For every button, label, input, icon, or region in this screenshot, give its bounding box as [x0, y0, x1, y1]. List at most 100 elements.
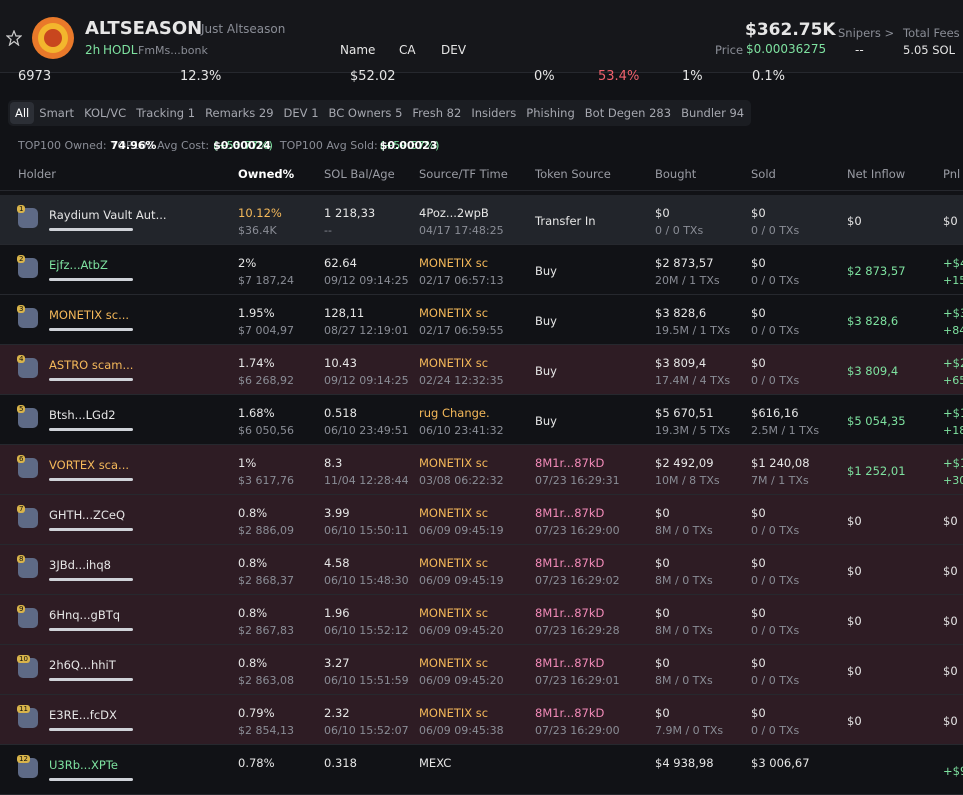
pnl: $0 — [943, 514, 958, 528]
tab[interactable]: Tracking 1 — [136, 106, 196, 120]
column-header[interactable]: Sold — [751, 167, 776, 181]
holder-row[interactable]: 12 U3Rb...XPTe 0.78% 0.318 MEXC $4 938,98 $3 0… — [0, 745, 963, 795]
bought: $0 — [655, 556, 670, 570]
summary-owned: 74.96% — [110, 139, 157, 152]
holder-name[interactable]: 6Hnq...gBTq — [49, 608, 121, 622]
rank-badge: 12 — [17, 755, 30, 763]
owned-sub: $7 004,97 — [238, 324, 294, 337]
holder-row[interactable]: 1 Raydium Vault Aut... 10.12% $36.4K 1 218,3… — [0, 195, 963, 245]
holder-row[interactable]: 3 MONETIX sc... 1.95% $7 004,97 128,11 08/27 … — [0, 295, 963, 345]
column-header[interactable]: Bought — [655, 167, 697, 181]
owned: 1.95% — [238, 306, 275, 320]
holder-name[interactable]: E3RE...fcDX — [49, 708, 117, 722]
sol-balance: 62.64 — [324, 256, 357, 270]
tab[interactable]: DEV 1 — [283, 106, 319, 120]
sol-balance: 1.96 — [324, 606, 350, 620]
sol-balance: 1 218,33 — [324, 206, 376, 220]
token-source: 8M1r...87kD — [535, 506, 605, 520]
sol-balance: 0.518 — [324, 406, 357, 420]
holder-name[interactable]: U3Rb...XPTe — [49, 758, 118, 772]
holder-row[interactable]: 9 6Hnq...gBTq 0.8% $2 867,83 1.96 06/10 15:52… — [0, 595, 963, 645]
holder-bar — [49, 528, 133, 531]
market-cap: $362.75K — [745, 20, 836, 40]
holder-name[interactable]: 3JBd...ihq8 — [49, 558, 111, 572]
owned: 0.78% — [238, 756, 275, 770]
summary-sold-change: (+59.57%) — [379, 139, 440, 152]
owned: 1.74% — [238, 356, 275, 370]
sol-balance: 2.32 — [324, 706, 350, 720]
holder-name[interactable]: GHTH...ZCeQ — [49, 508, 126, 522]
tab[interactable]: BC Owners 5 — [328, 106, 403, 120]
holder-bar — [49, 478, 133, 481]
tab[interactable]: KOL/VC — [84, 106, 127, 120]
sol-balance: 3.99 — [324, 506, 350, 520]
dev-link[interactable]: DEV — [441, 43, 467, 57]
summary-cost-label: TOP100 Avg Cost: — [110, 139, 210, 152]
column-header[interactable]: Owned% — [238, 167, 295, 181]
owned: 1.68% — [238, 406, 275, 420]
tab[interactable]: Bot Degen 283 — [584, 106, 672, 120]
star-icon[interactable] — [6, 30, 22, 46]
avatar — [18, 608, 38, 628]
pnl: $0 — [943, 614, 958, 628]
holder-name[interactable]: Raydium Vault Aut... — [49, 208, 167, 222]
source: 4Poz...2wpB — [419, 206, 489, 220]
source: MONETIX sc — [419, 656, 489, 670]
tab[interactable]: Bundler 94 — [681, 106, 745, 120]
stat-value: 1% — [682, 69, 703, 84]
address[interactable]: FmMs...bonk — [138, 44, 208, 57]
holder-row[interactable]: 10 2h6Q...hhiT 0.8% $2 863,08 3.27 06/10 15:5… — [0, 645, 963, 695]
holder-bar — [49, 228, 133, 231]
tab[interactable]: Insiders — [471, 106, 517, 120]
holder-name[interactable]: ASTRO scam... — [49, 358, 134, 372]
source: MONETIX sc — [419, 606, 489, 620]
tab[interactable]: Fresh 82 — [412, 106, 462, 120]
sold-sub: 7M / 1 TXs — [751, 474, 809, 487]
holder-row[interactable]: 5 Btsh...LGd2 1.68% $6 050,56 0.518 06/10 23:… — [0, 395, 963, 445]
rank-badge: 11 — [17, 705, 30, 713]
holder-row[interactable]: 8 3JBd...ihq8 0.8% $2 868,37 4.58 06/10 15:48… — [0, 545, 963, 595]
holder-row[interactable]: 2 Ejfz...AtbZ 2% $7 187,24 62.64 09/12 09:14:… — [0, 245, 963, 295]
holder-name[interactable]: Ejfz...AtbZ — [49, 258, 108, 272]
sold: $0 — [751, 356, 766, 370]
bought-sub: 10M / 8 TXs — [655, 474, 720, 487]
sol-balance-sub: 09/12 09:14:25 — [324, 374, 409, 387]
holder-name[interactable]: Btsh...LGd2 — [49, 408, 116, 422]
owned: 0.8% — [238, 656, 268, 670]
pnl: +$2 — [943, 356, 963, 370]
sold: $0 — [751, 656, 766, 670]
column-header: Source/TF Time — [419, 167, 508, 181]
holder-name[interactable]: VORTEX sca... — [49, 458, 130, 472]
pnl: +$1 — [943, 406, 963, 420]
tab[interactable]: All — [10, 102, 35, 124]
holder-row[interactable]: 11 E3RE...fcDX 0.79% $2 854,13 2.32 06/10 15:… — [0, 695, 963, 745]
holder-bar — [49, 678, 133, 681]
age: 2h — [85, 43, 101, 57]
header: ALTSEASON Just Altseason 2h HODL FmMs...… — [0, 0, 963, 73]
ca-link[interactable]: CA — [399, 43, 416, 57]
owned-sub: $2 854,13 — [238, 724, 294, 737]
source-sub: 06/09 09:45:20 — [419, 624, 504, 637]
snipers-value: -- — [855, 43, 864, 57]
token-source-sub: 07/23 16:29:00 — [535, 524, 620, 537]
sol-balance-sub: 06/10 15:50:11 — [324, 524, 409, 537]
name-link[interactable]: Name — [340, 43, 376, 57]
snipers-label[interactable]: Snipers > — [838, 26, 895, 40]
token-title: ALTSEASON — [85, 18, 203, 39]
token-source: Buy — [535, 414, 557, 428]
tab[interactable]: Phishing — [526, 106, 575, 120]
pnl: +$9 — [943, 764, 963, 778]
rank-badge: 8 — [17, 555, 26, 563]
holder-row[interactable]: 7 GHTH...ZCeQ 0.8% $2 886,09 3.99 06/10 15:50… — [0, 495, 963, 545]
sold: $0 — [751, 706, 766, 720]
source: MONETIX sc — [419, 506, 489, 520]
holder-row[interactable]: 6 VORTEX sca... 1% $3 617,76 8.3 11/04 12:28:… — [0, 445, 963, 495]
owned-sub: $2 863,08 — [238, 674, 294, 687]
holder-row[interactable]: 4 ASTRO scam... 1.74% $6 268,92 10.43 09/12 0… — [0, 345, 963, 395]
tab[interactable]: Remarks 29 — [205, 106, 274, 120]
sold-sub: 0 / 0 TXs — [751, 374, 800, 387]
holder-name[interactable]: 2h6Q...hhiT — [49, 658, 116, 672]
tab[interactable]: Smart — [39, 106, 75, 120]
holder-name[interactable]: MONETIX sc... — [49, 308, 130, 322]
